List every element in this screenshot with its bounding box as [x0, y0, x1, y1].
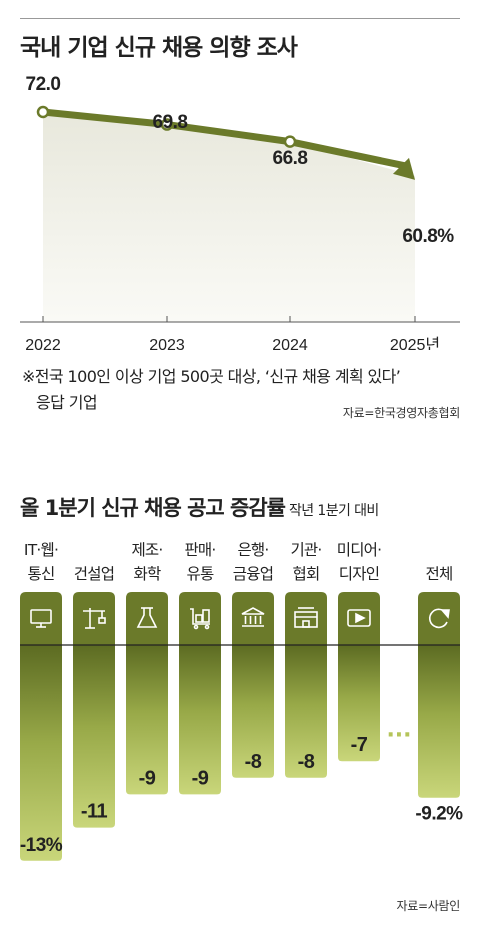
- category-label: 유통: [187, 565, 214, 583]
- bar: [126, 645, 168, 795]
- flask-icon: [136, 607, 158, 628]
- category-label: 디자인: [339, 565, 379, 583]
- x-tick-label: 2024: [272, 337, 308, 350]
- category-header: [73, 592, 115, 645]
- category-label: 협회: [293, 565, 320, 583]
- survey-note: ※전국 100인 이상 기업 500곳 대상, ‘신규 채용 계획 있다’ 응답…: [22, 364, 462, 416]
- line-chart-source: 자료=한국경영자총협회: [342, 406, 460, 420]
- line-chart-title: 국내 기업 신규 채용 의향 조사: [20, 35, 298, 61]
- category-label: 제조·: [131, 541, 162, 559]
- category-label: IT·웹·: [24, 541, 58, 559]
- bar-chart-title-row: 올 1분기 신규 채용 공고 증감률 작년 1분기 대비: [20, 492, 379, 522]
- play-icon: [347, 609, 371, 627]
- category-label: 미디어·: [337, 541, 382, 559]
- line-chart: 2022 2023 2024 2025년 72.0 69.8 66.8 60.8%: [20, 74, 460, 350]
- category-header: [232, 592, 274, 645]
- data-point: [283, 135, 297, 148]
- x-tick-label: 2023: [149, 337, 185, 350]
- bar: [20, 645, 62, 861]
- data-label: -9: [139, 767, 156, 789]
- survey-note-line-2: 응답 기업: [36, 393, 98, 412]
- x-tick-label: 2022: [25, 337, 61, 350]
- category-label: 통신: [28, 565, 55, 583]
- bar-chart-subtitle: 작년 1분기 대비: [289, 503, 379, 519]
- area-fill: [43, 112, 415, 322]
- cart-icon: [190, 608, 210, 630]
- data-label: 69.8: [153, 112, 188, 133]
- bar: [73, 645, 115, 828]
- category-label: 기관·: [290, 541, 321, 559]
- bar: [179, 645, 221, 795]
- data-label: 72.0: [26, 74, 61, 95]
- crane-icon: [83, 608, 106, 629]
- data-label: -8: [298, 751, 315, 773]
- category-label: 판매·: [184, 541, 215, 559]
- data-label: -7: [351, 734, 368, 756]
- data-label: -9: [192, 767, 209, 789]
- category-label: 전체: [426, 565, 453, 583]
- data-point: [36, 105, 50, 119]
- category-header: [20, 592, 62, 645]
- building-icon: [294, 607, 318, 628]
- category-label: 금융업: [233, 565, 273, 583]
- bar: [232, 645, 274, 778]
- data-label: 60.8%: [402, 226, 454, 247]
- bar: [285, 645, 327, 778]
- data-label: -11: [81, 801, 108, 823]
- data-label: -13%: [20, 835, 63, 856]
- category-label: 건설업: [74, 565, 114, 583]
- top-rule: [20, 18, 460, 19]
- survey-note-line-1: ※전국 100인 이상 기업 500곳 대상, ‘신규 채용 계획 있다’: [22, 367, 401, 386]
- data-label: -8: [245, 751, 262, 773]
- category-header: [179, 592, 221, 645]
- bar-chart-source: 자료=사람인: [396, 899, 461, 913]
- data-label: 66.8: [273, 148, 308, 169]
- category-label: 화학: [134, 565, 161, 583]
- category-header: [418, 592, 460, 645]
- category-label: 은행·: [237, 541, 268, 559]
- category-header: [285, 592, 327, 645]
- bar-chart: IT·웹· 통신 -13% 건설업 -11 제조· 화학 -9 판매· 유통 -9 은행· 금융업 -8 기…: [20, 541, 464, 861]
- arrow-head: [393, 157, 415, 180]
- total-bar: [418, 645, 460, 798]
- refresh-icon: [428, 608, 450, 629]
- ellipsis-mark: ···: [386, 723, 411, 748]
- bar-chart-title: 올 1분기 신규 채용 공고 증감률: [20, 496, 286, 520]
- data-point: [160, 118, 174, 131]
- data-label: -9.2%: [415, 804, 463, 825]
- bank-icon: [241, 607, 265, 627]
- category-header: [126, 592, 168, 645]
- monitor-icon: [30, 609, 52, 628]
- bar: [338, 645, 380, 762]
- series-line: [42, 108, 406, 170]
- x-tick-label: 2025년: [390, 336, 440, 350]
